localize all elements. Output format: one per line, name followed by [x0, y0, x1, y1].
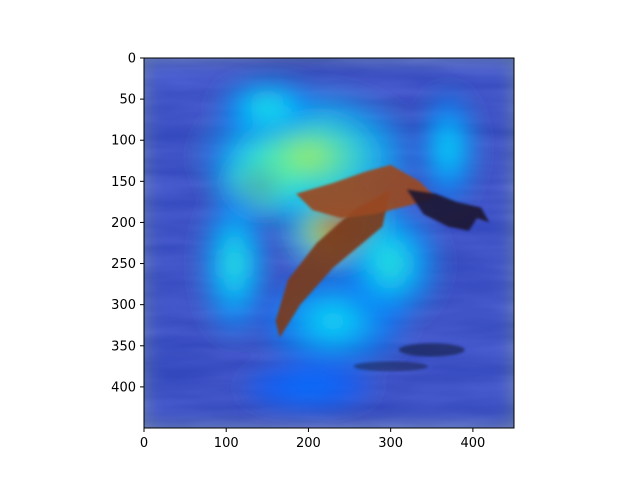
x-tick-label: 400 [460, 436, 485, 451]
y-tick-label: 100 [111, 134, 136, 149]
x-tick-label: 0 [140, 436, 148, 451]
bird-shadow-2 [353, 361, 428, 372]
x-tick-label: 300 [378, 436, 403, 451]
heat-blob-3 [257, 101, 278, 114]
y-tick-label: 350 [111, 339, 136, 354]
y-tick-label: 150 [111, 175, 136, 190]
heat-blob-7 [380, 252, 401, 276]
y-tick-label: 250 [111, 257, 136, 272]
bird-head [407, 189, 490, 231]
x-tick-label: 100 [214, 436, 239, 451]
x-tick-label: 200 [296, 436, 321, 451]
bird-image [275, 164, 490, 372]
heat-blob-6 [318, 311, 348, 331]
heat-blob-8 [295, 381, 322, 392]
x-axis: 0 100 200 300 400 [140, 428, 485, 451]
y-axis: 0 50 100 150 200 250 300 350 400 [111, 52, 144, 395]
bird-shadow [398, 343, 465, 357]
heat-blob-4 [442, 136, 454, 160]
axes-frame [143, 57, 515, 429]
plot-area [144, 58, 514, 428]
heat-blob-2 [287, 143, 330, 170]
bird-wing-lower [275, 189, 391, 338]
bird-body [296, 164, 436, 219]
y-tick-label: 200 [111, 216, 136, 231]
y-tick-label: 300 [111, 298, 136, 313]
y-tick-label: 50 [119, 93, 136, 108]
y-tick-label: 400 [111, 380, 136, 395]
y-tick-label: 0 [128, 52, 136, 67]
heat-blob-5 [227, 248, 242, 279]
